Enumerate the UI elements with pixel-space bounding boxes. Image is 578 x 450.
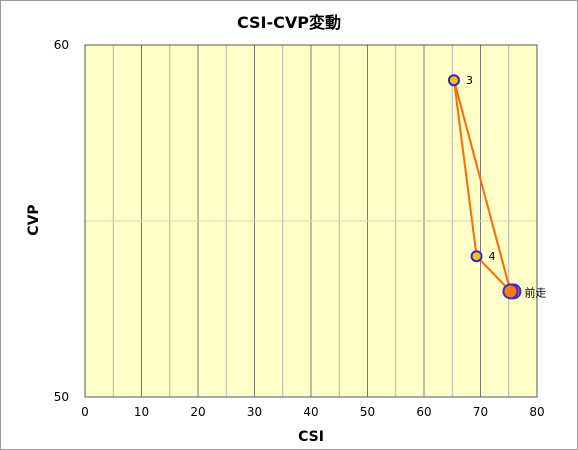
data-label: 前走 — [524, 285, 546, 299]
x-tick-label: 40 — [303, 405, 318, 419]
x-tick-label: 0 — [81, 405, 89, 419]
y-tick-label: 50 — [54, 390, 69, 404]
x-tick-label: 60 — [416, 405, 431, 419]
plot-area: 0 10 20 30 40 50 60 70 80 50 60 3 4 前走 — [54, 38, 547, 419]
data-label: 4 — [489, 250, 496, 263]
x-axis-title: CSI — [298, 429, 324, 445]
x-tick-label: 10 — [134, 405, 149, 419]
data-point — [470, 250, 483, 263]
previous-race-marker — [502, 283, 519, 300]
x-tick-label: 80 — [529, 405, 544, 419]
data-label: 3 — [466, 74, 473, 87]
y-axis-title: CVP — [26, 204, 42, 235]
x-tick-label: 50 — [360, 405, 375, 419]
y-tick-label: 60 — [54, 38, 69, 52]
plot-border — [84, 44, 538, 398]
x-tick-label: 20 — [190, 405, 205, 419]
chart-title: CSI-CVP変動 — [237, 13, 341, 32]
series-line — [452, 79, 512, 293]
data-point — [447, 74, 460, 87]
x-tick-label: 70 — [473, 405, 488, 419]
x-tick-label: 30 — [247, 405, 262, 419]
